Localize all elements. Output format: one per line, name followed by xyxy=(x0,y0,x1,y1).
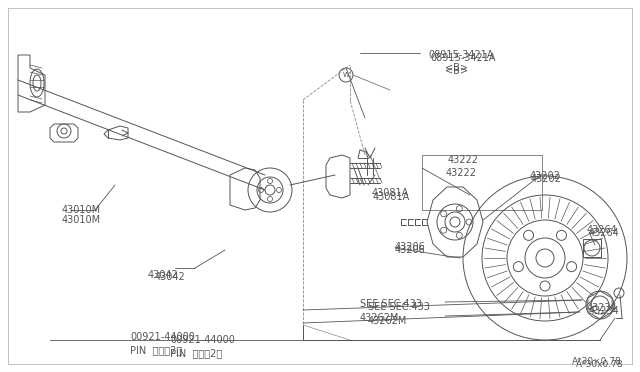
Text: 43262M: 43262M xyxy=(360,313,399,323)
Text: PIN  ピン（2）: PIN ピン（2） xyxy=(130,345,182,355)
Text: 43010M: 43010M xyxy=(62,205,101,215)
Text: 43262M: 43262M xyxy=(368,316,408,326)
Text: W: W xyxy=(342,72,349,78)
Text: SEE SEC.433: SEE SEC.433 xyxy=(368,302,430,312)
Text: 43202: 43202 xyxy=(530,171,561,181)
Text: 43206: 43206 xyxy=(395,245,426,255)
Text: 43010M: 43010M xyxy=(62,215,101,225)
Text: 43264: 43264 xyxy=(587,225,618,235)
Text: 43081A: 43081A xyxy=(372,188,409,198)
Text: 43234: 43234 xyxy=(589,306,620,316)
Text: <B>: <B> xyxy=(445,66,468,76)
Bar xyxy=(583,239,601,257)
Text: 43222: 43222 xyxy=(446,168,477,178)
Text: A*30×0.78: A*30×0.78 xyxy=(572,357,621,366)
Text: 43264: 43264 xyxy=(589,228,620,238)
Text: 00921-44000: 00921-44000 xyxy=(130,332,195,342)
Text: 43081A: 43081A xyxy=(373,192,410,202)
Text: PIN  ピン（2）: PIN ピン（2） xyxy=(170,348,222,358)
Text: 08915-3421A: 08915-3421A xyxy=(430,53,495,63)
Text: SEE SEC.433: SEE SEC.433 xyxy=(360,299,422,309)
Text: A*30x0.78: A*30x0.78 xyxy=(576,360,623,369)
Text: 43222: 43222 xyxy=(448,155,479,165)
Text: 43234: 43234 xyxy=(587,303,618,313)
Text: 43206: 43206 xyxy=(395,242,426,252)
Text: 43042: 43042 xyxy=(148,270,179,280)
Text: 43202: 43202 xyxy=(531,174,562,184)
Text: <B>: <B> xyxy=(445,63,468,73)
Text: 08915-3421A: 08915-3421A xyxy=(428,50,493,60)
Text: 43042: 43042 xyxy=(155,272,186,282)
Text: 00921-44000: 00921-44000 xyxy=(170,335,235,345)
